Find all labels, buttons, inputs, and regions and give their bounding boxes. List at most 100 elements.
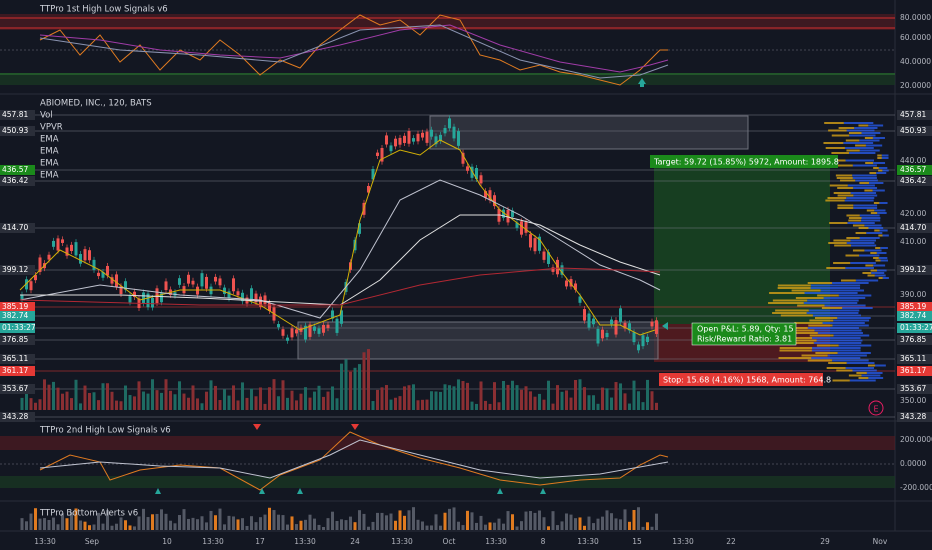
candle-body	[160, 293, 163, 303]
axis-label: 399.12	[2, 265, 28, 274]
candle-body	[479, 175, 483, 184]
candle-body	[596, 328, 600, 344]
profile-bar	[814, 317, 838, 319]
profile-bar	[826, 367, 846, 369]
profile-bar	[852, 174, 877, 177]
ema-long	[19, 267, 661, 306]
volume-bar	[344, 359, 348, 410]
axis-label: 457.81	[900, 110, 926, 119]
alert-bar	[587, 516, 591, 530]
axis-label-box	[897, 354, 932, 364]
rr-label: Risk/Reward Ratio: 3.81	[697, 335, 792, 344]
axis-label: 200.0000	[900, 435, 932, 444]
alert-bar	[637, 507, 640, 530]
target-label: Target: 59.72 (15.85%) 5972, Amount: 189…	[653, 158, 839, 167]
candle-body	[358, 223, 361, 234]
alert-bar	[461, 525, 465, 530]
time-label: 13:30	[34, 537, 56, 546]
profile-bar	[879, 229, 888, 232]
axis-label-box	[897, 323, 932, 333]
legend-entry: EMA	[40, 147, 59, 157]
volume-bar	[583, 387, 586, 410]
alert-bar	[308, 514, 312, 530]
profile-bar	[866, 209, 875, 212]
volume-bar	[133, 396, 136, 410]
profile-bar	[823, 142, 844, 144]
volume-bar	[200, 403, 204, 410]
profile-bar	[845, 139, 860, 142]
candle-body	[628, 323, 631, 331]
volume-bar	[430, 391, 433, 410]
volume-bar	[353, 367, 357, 410]
candle-body	[412, 138, 415, 142]
volume-bar	[20, 397, 24, 410]
profile-bar	[804, 292, 858, 294]
profile-bar	[834, 244, 851, 247]
alert-bar	[394, 520, 397, 530]
profile-bar	[846, 129, 875, 132]
volume-bar	[443, 384, 447, 410]
volume-bar	[335, 398, 339, 410]
time-label: 24	[350, 537, 360, 546]
candle-body	[65, 247, 69, 256]
alert-bar	[52, 517, 55, 530]
axis-label: 440.00	[900, 156, 926, 165]
alert-bar	[583, 525, 586, 530]
legend: Vol VPVR EMA EMA EMA EMA	[40, 111, 63, 181]
profile-bar	[821, 307, 843, 309]
candle-body	[200, 273, 204, 287]
candle-body	[110, 277, 114, 284]
profile-bar	[850, 192, 877, 194]
candle-body	[394, 138, 397, 147]
alert-bar	[38, 518, 42, 530]
profile-bar	[809, 319, 834, 322]
alert-bar	[74, 508, 78, 530]
volume-bar	[299, 393, 303, 410]
volume-bar	[232, 385, 235, 410]
volume-bar	[506, 384, 510, 410]
alert-bar	[542, 517, 546, 530]
alert-bar	[326, 518, 330, 530]
event-marker	[868, 400, 884, 416]
buy-marker	[540, 488, 546, 494]
alert-bar	[304, 519, 307, 530]
profile-bar	[876, 269, 887, 272]
volume-bar	[97, 400, 100, 410]
volume-bar	[119, 401, 123, 410]
profile-bar	[849, 379, 876, 382]
alert-bar	[439, 525, 442, 530]
alert-bar	[142, 508, 145, 530]
candle-body	[448, 118, 451, 129]
profile-bar	[866, 232, 883, 234]
volume-bar	[178, 381, 181, 410]
profile-bar	[814, 329, 862, 332]
profile-bar	[846, 214, 860, 217]
profile-bar	[817, 332, 863, 334]
volume-bar	[308, 397, 312, 410]
candle-body	[488, 190, 492, 201]
alert-bar	[250, 516, 253, 530]
candle-body	[115, 274, 118, 287]
alert-bar	[421, 521, 424, 530]
profile-bar	[877, 154, 882, 157]
axis-label-box	[0, 354, 35, 364]
profile-bar	[846, 242, 875, 244]
profile-bar	[823, 297, 866, 299]
candle-body	[650, 321, 654, 327]
candle-body	[641, 335, 645, 347]
axis-label-box	[897, 384, 932, 394]
resistance-box	[429, 115, 749, 150]
candle-body	[340, 310, 343, 324]
alert-bar	[155, 513, 159, 530]
volume-bar	[416, 400, 420, 410]
volume-bar	[164, 379, 168, 410]
profile-bar	[871, 272, 885, 274]
alert-bar	[412, 507, 415, 530]
volume-bar	[106, 383, 109, 410]
profile-bar	[853, 204, 878, 207]
oscillator-line	[39, 431, 669, 491]
alert-bar	[610, 513, 613, 530]
legend-entry: EMA	[40, 159, 59, 169]
upper-zone	[0, 436, 895, 450]
alert-bar	[101, 523, 105, 530]
